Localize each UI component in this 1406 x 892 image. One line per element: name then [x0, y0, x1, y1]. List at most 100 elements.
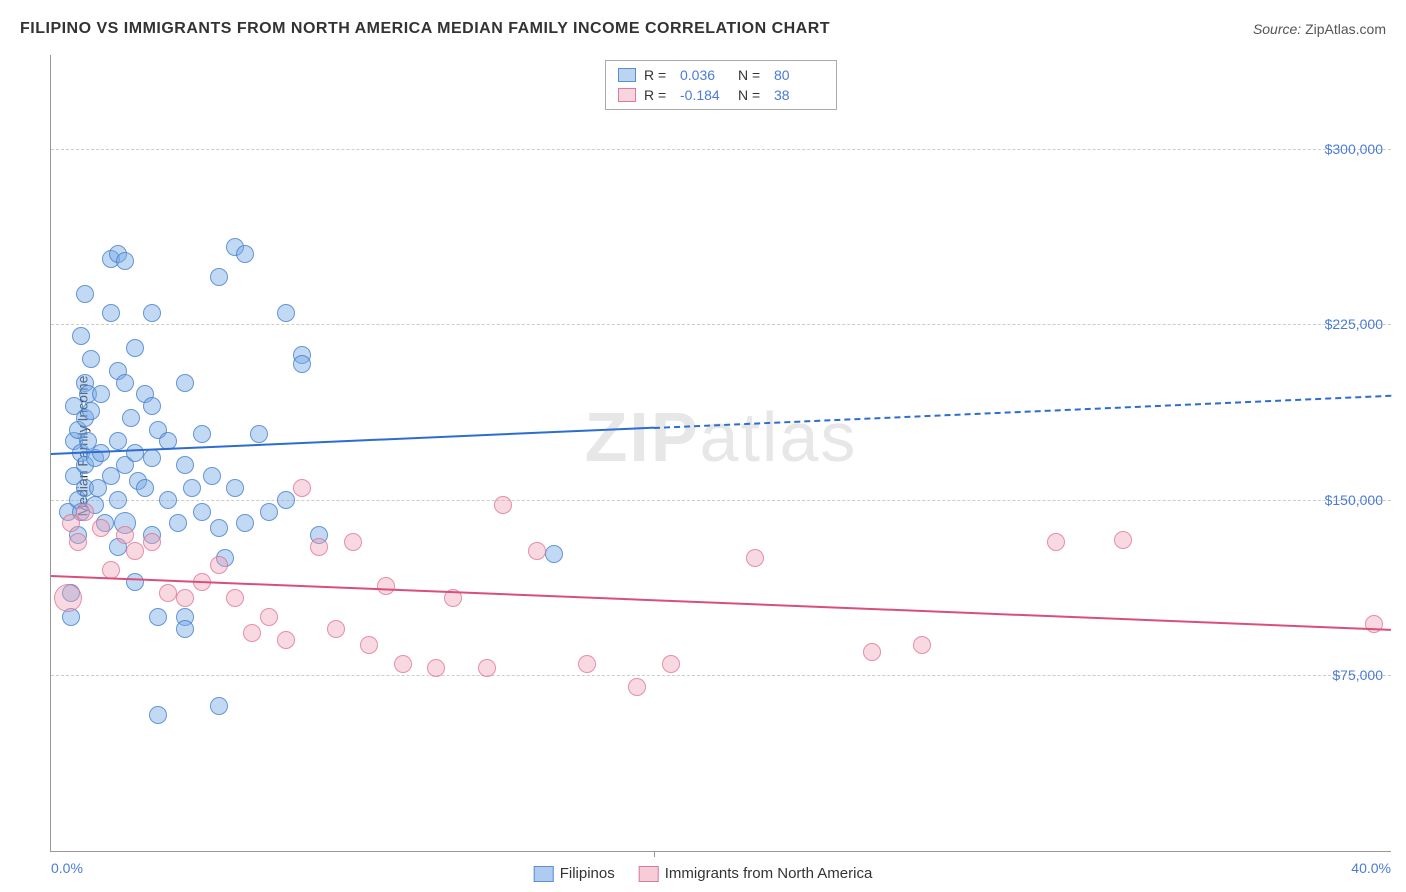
scatter-point — [92, 385, 110, 403]
chart-plot-area: ZIPatlas R =0.036N =80R =-0.184N =38 $75… — [50, 55, 1391, 852]
scatter-point — [69, 533, 87, 551]
legend-swatch — [639, 866, 659, 882]
scatter-point — [226, 589, 244, 607]
scatter-point — [76, 503, 94, 521]
scatter-point — [72, 327, 90, 345]
scatter-point — [54, 584, 82, 612]
scatter-point — [143, 533, 161, 551]
scatter-point — [109, 432, 127, 450]
scatter-point — [76, 285, 94, 303]
legend-label: Filipinos — [560, 865, 615, 882]
scatter-point — [478, 659, 496, 677]
gridline — [51, 324, 1391, 325]
scatter-point — [243, 624, 261, 642]
scatter-point — [193, 503, 211, 521]
scatter-point — [159, 491, 177, 509]
chart-header: FILIPINO VS IMMIGRANTS FROM NORTH AMERIC… — [20, 20, 1386, 38]
scatter-point — [344, 533, 362, 551]
gridline — [51, 149, 1391, 150]
scatter-point — [360, 636, 378, 654]
scatter-point — [210, 519, 228, 537]
scatter-point — [545, 545, 563, 563]
stats-row: R = 0.036 N = 80 — [606, 65, 836, 85]
scatter-point — [102, 304, 120, 322]
scatter-point — [578, 655, 596, 673]
gridline — [51, 675, 1391, 676]
scatter-point — [277, 631, 295, 649]
scatter-point — [176, 374, 194, 392]
scatter-point — [143, 449, 161, 467]
scatter-point — [1047, 533, 1065, 551]
trend-line — [51, 575, 1391, 631]
x-tick-mark — [654, 851, 655, 857]
scatter-point — [494, 496, 512, 514]
scatter-point — [210, 556, 228, 574]
trend-line — [51, 427, 654, 455]
scatter-point — [126, 339, 144, 357]
stats-n-label: N = — [738, 87, 766, 103]
stats-swatch — [618, 88, 636, 102]
watermark-light: atlas — [700, 398, 858, 476]
scatter-point — [210, 268, 228, 286]
scatter-point — [116, 526, 134, 544]
source-label: Source: — [1253, 21, 1301, 37]
scatter-point — [528, 542, 546, 560]
scatter-point — [310, 538, 328, 556]
legend-swatch — [534, 866, 554, 882]
scatter-point — [126, 573, 144, 591]
y-tick-label: $300,000 — [1325, 141, 1383, 157]
x-tick-label: 40.0% — [1351, 860, 1391, 876]
scatter-point — [293, 479, 311, 497]
scatter-point — [260, 503, 278, 521]
y-tick-label: $225,000 — [1325, 316, 1383, 332]
scatter-point — [149, 706, 167, 724]
scatter-point — [377, 577, 395, 595]
scatter-point — [143, 397, 161, 415]
scatter-point — [250, 425, 268, 443]
chart-source: Source: ZipAtlas.com — [1253, 21, 1386, 37]
scatter-point — [82, 402, 100, 420]
scatter-point — [176, 620, 194, 638]
scatter-point — [236, 245, 254, 263]
scatter-point — [236, 514, 254, 532]
scatter-point — [293, 355, 311, 373]
scatter-point — [427, 659, 445, 677]
scatter-point — [260, 608, 278, 626]
scatter-point — [122, 409, 140, 427]
watermark: ZIPatlas — [585, 397, 858, 477]
scatter-point — [126, 542, 144, 560]
scatter-point — [143, 304, 161, 322]
watermark-bold: ZIP — [585, 398, 700, 476]
stats-swatch — [618, 68, 636, 82]
gridline — [51, 500, 1391, 501]
stats-row: R =-0.184N =38 — [606, 85, 836, 105]
scatter-point — [149, 608, 167, 626]
scatter-point — [662, 655, 680, 673]
scatter-point — [183, 479, 201, 497]
scatter-point — [746, 549, 764, 567]
stats-n-label: N = — [738, 67, 766, 83]
legend-item: Immigrants from North America — [639, 865, 873, 882]
legend-item: Filipinos — [534, 865, 615, 882]
stats-r-value: 0.036 — [680, 67, 730, 83]
trend-line — [654, 394, 1391, 428]
chart-legend: Filipinos Immigrants from North America — [534, 865, 873, 882]
scatter-point — [327, 620, 345, 638]
scatter-point — [628, 678, 646, 696]
scatter-point — [126, 444, 144, 462]
scatter-point — [82, 350, 100, 368]
scatter-point — [193, 425, 211, 443]
stats-n-value: 80 — [774, 67, 824, 83]
chart-title: FILIPINO VS IMMIGRANTS FROM NORTH AMERIC… — [20, 20, 830, 38]
legend-label: Immigrants from North America — [665, 865, 873, 882]
scatter-point — [863, 643, 881, 661]
scatter-point — [226, 479, 244, 497]
scatter-point — [176, 456, 194, 474]
source-value: ZipAtlas.com — [1305, 21, 1386, 37]
scatter-point — [913, 636, 931, 654]
scatter-point — [277, 491, 295, 509]
scatter-point — [203, 467, 221, 485]
stats-r-value: -0.184 — [680, 87, 730, 103]
stats-n-value: 38 — [774, 87, 824, 103]
stats-r-label: R = — [644, 67, 672, 83]
